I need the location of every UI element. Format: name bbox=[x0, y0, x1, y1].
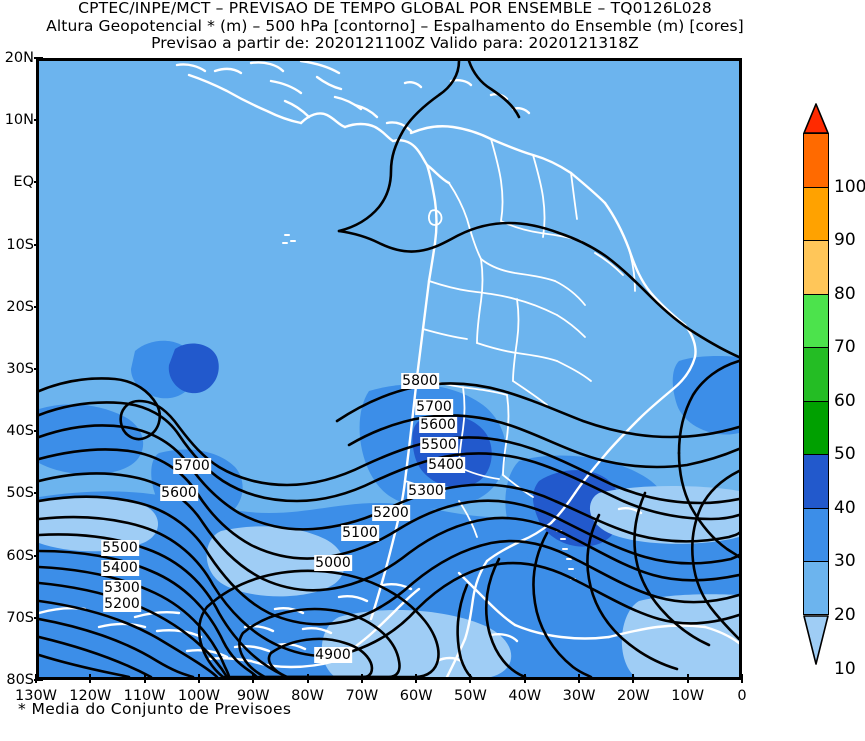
colorbar-tick-label: 90 bbox=[834, 230, 856, 251]
colorbar-band bbox=[803, 347, 829, 401]
colorbar-band bbox=[803, 133, 829, 187]
map-canvas bbox=[39, 61, 739, 677]
x-tick-mark bbox=[35, 674, 37, 683]
x-tick-mark bbox=[360, 674, 363, 683]
contour-label: 5800 bbox=[401, 373, 439, 389]
colorbar: 100 90 80 70 60 50 40 30 20 10 bbox=[803, 103, 865, 679]
colorbar-tick-label: 30 bbox=[834, 551, 856, 572]
y-tick-label: 20S bbox=[6, 298, 34, 315]
colorbar-tick-label: 80 bbox=[834, 283, 856, 304]
contour-label: 5200 bbox=[103, 596, 141, 612]
x-tick-mark bbox=[523, 674, 526, 683]
colorbar-band bbox=[803, 561, 829, 615]
x-tick-label: 50W bbox=[454, 688, 487, 704]
contour-label: 5500 bbox=[101, 540, 139, 556]
y-tick-mark bbox=[34, 679, 43, 681]
x-tick-mark bbox=[415, 674, 418, 683]
contour-label: 5600 bbox=[419, 417, 457, 433]
colorbar-tick-label: 40 bbox=[834, 497, 856, 518]
x-tick-mark bbox=[89, 674, 92, 683]
x-tick-mark bbox=[578, 674, 581, 683]
x-tick-label: 100W bbox=[177, 688, 220, 704]
x-tick-label: 30W bbox=[562, 688, 596, 704]
contour-label: 5300 bbox=[407, 483, 445, 499]
x-tick-mark bbox=[143, 674, 146, 683]
colorbar-band bbox=[803, 293, 829, 348]
chart-title-line-3: Previsao a partir de: 2020121100Z Valido… bbox=[151, 34, 639, 52]
footnote: * Media do Conjunto de Previsoes bbox=[18, 700, 292, 718]
y-tick-label: 30S bbox=[6, 361, 34, 377]
map-plot-area: 5800 5700 5700 5600 5600 5500 5500 5400 5400 5300… bbox=[36, 58, 742, 680]
contour-lines bbox=[39, 61, 739, 677]
colorbar-band bbox=[803, 454, 829, 508]
contour-label: 5300 bbox=[103, 580, 141, 596]
colorbar-tick-label: 10 bbox=[834, 658, 856, 679]
x-tick-mark bbox=[741, 674, 743, 683]
colorbar-band bbox=[803, 400, 829, 455]
y-tick-label: 40S bbox=[6, 423, 34, 440]
y-tick-label: 10N bbox=[4, 112, 34, 129]
spread-band-20-30-b bbox=[168, 343, 219, 394]
x-axis: 130W 120W 110W 100W 90W 80W 70W 60W 50W 40W 30W 20W… bbox=[15, 674, 747, 705]
contour-label: 5400 bbox=[427, 457, 465, 473]
x-tick-mark bbox=[632, 674, 635, 683]
colorbar-band bbox=[803, 507, 829, 562]
contour-label: 5700 bbox=[415, 399, 453, 415]
x-tick-label: 60W bbox=[399, 688, 433, 704]
x-tick-label: 110W bbox=[123, 688, 166, 704]
title-block: CPTEC/INPE/MCT – PREVISAO DE TEMPO GLOBA… bbox=[0, 0, 790, 53]
contour-label: 5200 bbox=[372, 505, 410, 521]
contour-label: 4900 bbox=[314, 647, 352, 663]
contour-label: 5700 bbox=[173, 458, 211, 474]
contour-label: 5400 bbox=[101, 560, 139, 576]
x-tick-label: 120W bbox=[69, 688, 112, 704]
x-tick-mark bbox=[469, 674, 472, 683]
contour-label: 5500 bbox=[420, 437, 458, 453]
colorbar-over-arrow bbox=[803, 103, 829, 134]
x-tick-mark bbox=[252, 674, 255, 683]
x-tick-mark bbox=[197, 674, 200, 683]
contour-label: 5600 bbox=[160, 485, 198, 501]
contour-label: 5100 bbox=[341, 525, 379, 541]
y-axis: 20N 10N EQ 10S 20S 30S 40S 50S 60S 70S 80S bbox=[0, 50, 43, 688]
contour-closed-4900 bbox=[267, 637, 374, 677]
y-tick-label: 20N bbox=[4, 50, 34, 66]
x-tick-label: 70W bbox=[345, 688, 379, 704]
chart-title-line-2: Altura Geopotencial * (m) – 500 hPa [con… bbox=[46, 16, 744, 35]
x-tick-mark bbox=[306, 674, 309, 683]
x-tick-label: 0 bbox=[737, 688, 747, 704]
x-tick-label: 80W bbox=[291, 688, 324, 704]
plot-frame: 5800 5700 5700 5600 5600 5500 5500 5400 5400 5300… bbox=[36, 58, 742, 680]
contour-closed-4950 bbox=[238, 607, 401, 677]
x-tick-label: 40W bbox=[508, 688, 542, 704]
spread-patch-e bbox=[672, 356, 739, 435]
colorbar-tick-label: 50 bbox=[834, 444, 856, 465]
spread-patch-b bbox=[39, 404, 144, 475]
x-tick-label: 90W bbox=[236, 688, 270, 704]
contour-closed-5000 bbox=[197, 569, 440, 677]
y-tick-label: 10S bbox=[6, 236, 34, 253]
y-tick-label: 50S bbox=[6, 485, 34, 502]
contour-label: 5000 bbox=[314, 555, 352, 571]
colorbar-under-arrow bbox=[803, 615, 829, 665]
colorbar-band bbox=[803, 240, 829, 294]
y-tick-label: 70S bbox=[6, 609, 34, 626]
colorbar-tick-label: 70 bbox=[834, 337, 856, 358]
colorbar-tick-label: 20 bbox=[834, 605, 856, 625]
y-tick-label: 60S bbox=[6, 547, 34, 564]
spread-band-lt10-pocket-3 bbox=[621, 594, 739, 677]
x-tick-mark bbox=[686, 674, 689, 683]
y-tick-label: EQ bbox=[13, 174, 34, 191]
chart-title-line-1: CPTEC/INPE/MCT – PREVISAO DE TEMPO GLOBA… bbox=[78, 0, 712, 17]
colorbar-band bbox=[803, 186, 829, 241]
colorbar-tick-label: 100 bbox=[834, 176, 865, 197]
x-tick-label: 10W bbox=[671, 688, 705, 704]
x-tick-label: 20W bbox=[616, 688, 650, 704]
x-tick-label: 130W bbox=[14, 688, 58, 704]
colorbar-tick-label: 60 bbox=[834, 390, 856, 411]
spread-band-lt10-pocket-1 bbox=[206, 526, 345, 597]
spread-band-lt10-pocket-5 bbox=[39, 496, 158, 552]
y-tick-label: 80S bbox=[6, 672, 34, 688]
